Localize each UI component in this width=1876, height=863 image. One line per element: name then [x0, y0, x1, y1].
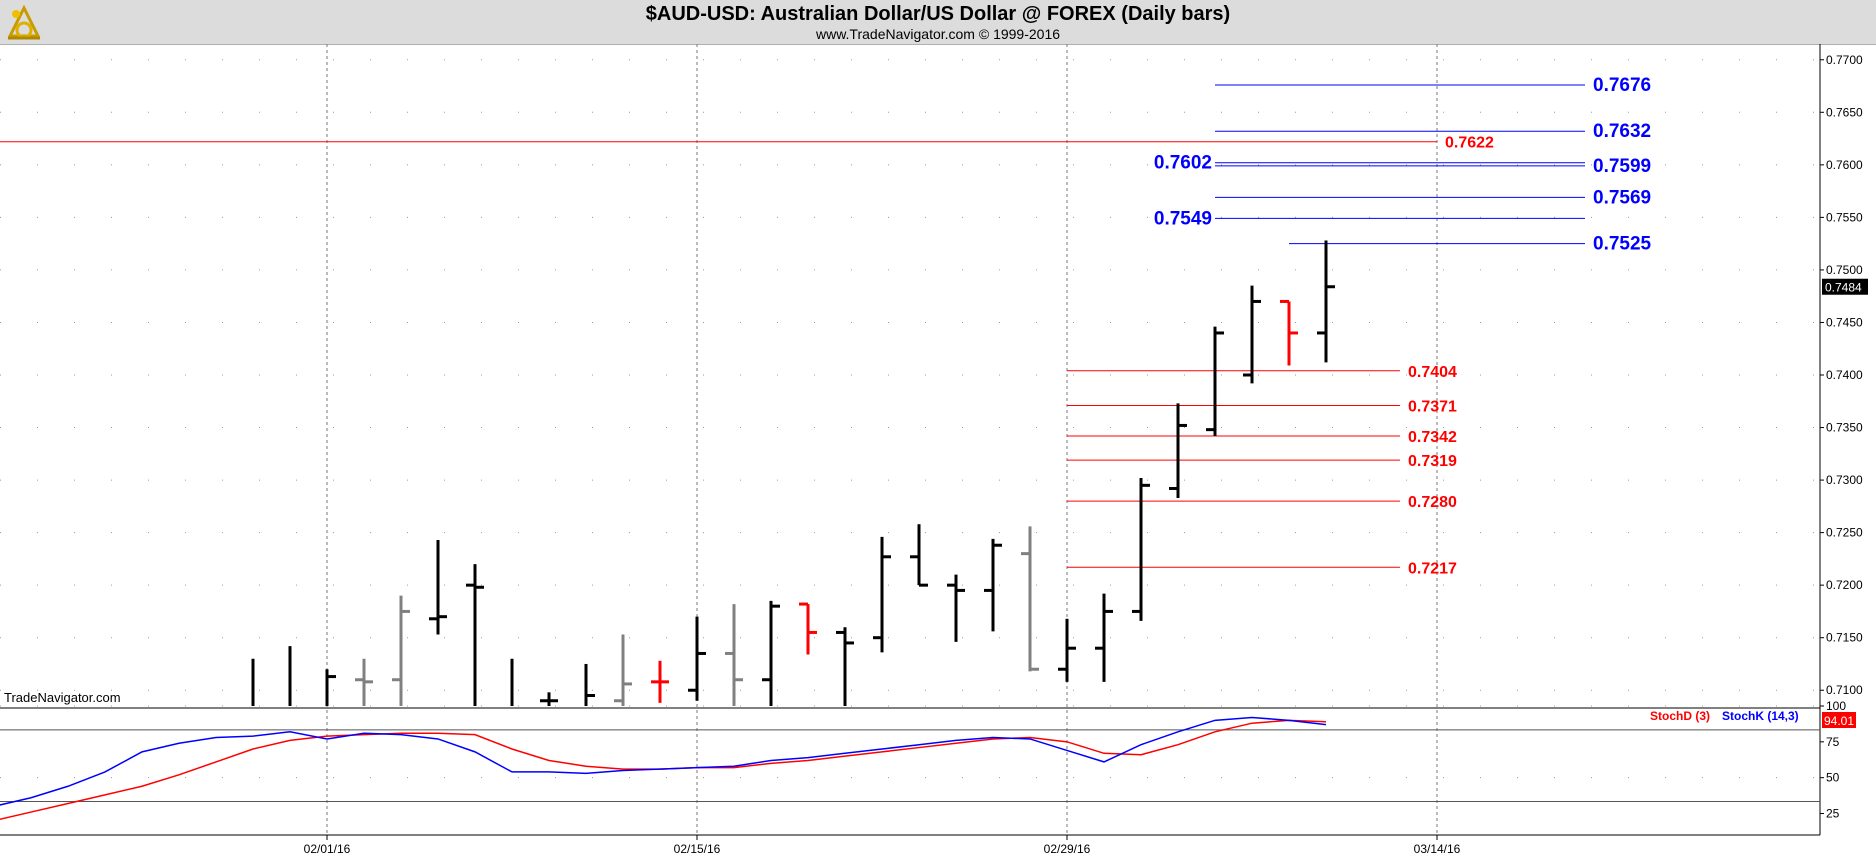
price-tick-label: 0.7200 — [1826, 578, 1863, 592]
date-tick-label: 02/29/16 — [1044, 842, 1091, 856]
osc-tick-label: 25 — [1826, 807, 1840, 821]
title-band — [0, 0, 1876, 45]
ohlc-bar — [873, 536, 891, 653]
price-tick-label: 0.7350 — [1826, 421, 1863, 435]
price-tick-label: 0.7300 — [1826, 473, 1863, 487]
osc-series — [0, 716, 1327, 821]
level-label: 0.7371 — [1408, 398, 1457, 415]
price-tick-label: 0.7250 — [1826, 526, 1863, 540]
level-label: 0.7342 — [1408, 429, 1457, 446]
ohlc-bars — [251, 240, 1335, 706]
ohlc-bar — [1132, 477, 1150, 621]
ohlc-bar — [1095, 593, 1113, 682]
level-label: 0.7632 — [1593, 121, 1651, 142]
price-tick-label: 0.7100 — [1826, 683, 1863, 697]
price-tick-label: 0.7500 — [1826, 263, 1863, 277]
ohlc-bar — [1206, 326, 1224, 436]
ohlc-bar — [1058, 618, 1076, 682]
chart-title: $AUD-USD: Australian Dollar/US Dollar @ … — [645, 3, 1231, 25]
ohlc-bar — [910, 524, 928, 587]
osc-value-tag — [1822, 712, 1856, 728]
price-tick-label: 0.7600 — [1826, 158, 1863, 172]
osc-legend-stochd: StochD (3) — [1650, 709, 1710, 723]
ohlc-bar — [251, 658, 255, 706]
ohlc-bar — [1021, 526, 1039, 672]
date-tick-label: 03/14/16 — [1414, 842, 1461, 856]
osc-value-label: 94.01 — [1824, 714, 1854, 728]
price-grid — [0, 59, 1820, 691]
ohlc-bar — [510, 658, 514, 706]
ohlc-bar — [799, 602, 817, 655]
ohlc-bar — [584, 663, 595, 706]
price-tick-label: 0.7550 — [1826, 210, 1863, 224]
price-tick-label: 0.7650 — [1826, 105, 1863, 119]
last-price-label: 0.7484 — [1825, 281, 1862, 295]
level-label: 0.7602 — [1154, 153, 1212, 174]
ohlc-bar — [325, 669, 336, 706]
watermark: TradeNavigator.com — [4, 690, 121, 705]
ohlc-bar — [392, 595, 410, 706]
level-label: 0.7217 — [1408, 560, 1457, 577]
osc-series-line — [0, 719, 1327, 821]
level-label: 0.7549 — [1154, 208, 1212, 229]
date-tick-label: 02/15/16 — [674, 842, 721, 856]
level-label: 0.7569 — [1593, 187, 1651, 208]
ohlc-bar — [355, 658, 373, 706]
date-tick-label: 02/01/16 — [304, 842, 351, 856]
ohlc-bar — [836, 627, 854, 706]
ohlc-bar — [984, 538, 1002, 632]
price-tick-label: 0.7450 — [1826, 315, 1863, 329]
ohlc-bar — [466, 564, 484, 706]
osc-tick-label: 75 — [1826, 735, 1840, 749]
level-label: 0.7525 — [1593, 234, 1652, 255]
ohlc-bar — [288, 646, 292, 706]
level-lines: 0.7676 0.7632 0.7622 0.7602 0.7599 0.7569 0.75… — [0, 75, 1652, 577]
level-label: 0.7319 — [1408, 453, 1457, 470]
level-label: 0.7676 — [1593, 75, 1651, 96]
osc-tick-label: 50 — [1826, 771, 1840, 785]
osc-legend-stochk: StochK (14,3) — [1722, 709, 1799, 723]
level-label: 0.7280 — [1408, 494, 1457, 511]
ohlc-bar — [725, 604, 743, 706]
sextant-logo-icon — [7, 4, 41, 40]
ohlc-bar — [429, 539, 447, 635]
price-tick-label: 0.7700 — [1826, 53, 1863, 67]
ohlc-bar — [688, 616, 706, 701]
ohlc-bar — [762, 600, 780, 706]
price-tick-label: 0.7400 — [1826, 368, 1863, 382]
ohlc-bar — [1243, 285, 1261, 384]
level-label: 0.7404 — [1408, 364, 1457, 381]
chart-subtitle: www.TradeNavigator.com © 1999-2016 — [815, 26, 1061, 42]
level-label: 0.7622 — [1445, 135, 1494, 152]
last-price-tag — [1822, 278, 1868, 295]
osc-tick-label: 100 — [1826, 699, 1846, 713]
ohlc-bar — [1169, 403, 1187, 498]
price-tick-label: 0.7150 — [1826, 631, 1863, 645]
ohlc-bar — [1317, 240, 1335, 363]
ohlc-bar — [947, 574, 965, 642]
ohlc-bar — [540, 692, 558, 706]
ohlc-bar — [651, 660, 669, 703]
ohlc-bar — [614, 634, 632, 706]
osc-series-line — [0, 716, 1327, 806]
ohlc-bar — [1280, 299, 1298, 366]
level-label: 0.7599 — [1593, 156, 1651, 177]
